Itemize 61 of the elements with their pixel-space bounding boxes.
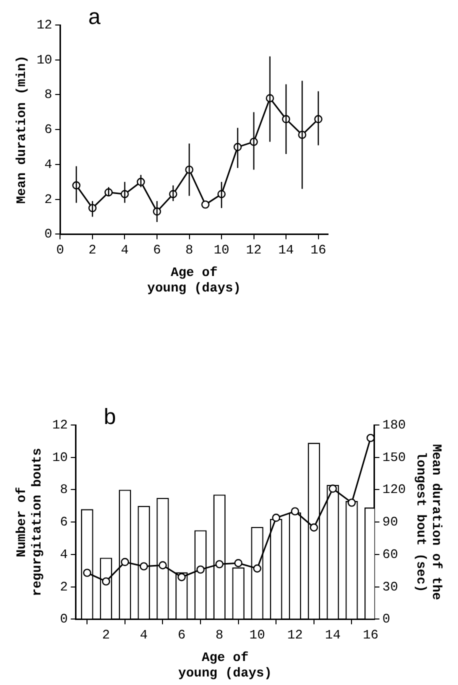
point (140, 562, 148, 570)
x-tick-label: 2 (102, 627, 110, 642)
y2-tick-label: 120 (382, 482, 406, 498)
y-tick-label: 0 (44, 226, 52, 242)
y-tick-label: 12 (52, 417, 68, 432)
x-tick-label: 10 (249, 627, 266, 642)
point (201, 200, 210, 209)
x-tick-label: 8 (216, 627, 224, 642)
y-tick-label: 4 (60, 546, 68, 562)
y-tick-label: 12 (36, 17, 52, 32)
x-tick-label: 6 (178, 627, 186, 642)
y2-tick-label: 30 (382, 579, 398, 594)
x-tick-label: 6 (153, 242, 161, 258)
point (196, 565, 205, 574)
y-tick-label: 6 (60, 514, 68, 530)
x-tick-label: 14 (325, 627, 341, 642)
y2-tick-label: 90 (382, 514, 398, 530)
y2-tick-label: 180 (382, 417, 406, 432)
point (83, 568, 92, 577)
y-tick-label: 0 (60, 612, 68, 627)
y-tick-label: 2 (44, 192, 52, 207)
chart-title: a (88, 4, 102, 30)
y-tick-label: 10 (52, 450, 68, 465)
x-tick-label: 2 (88, 242, 96, 258)
point (215, 560, 224, 568)
y-tick-label: 2 (60, 579, 68, 594)
point (158, 561, 167, 570)
point (366, 434, 374, 442)
x-tick-label: 16 (310, 242, 326, 258)
x-tick-label: 4 (120, 242, 129, 258)
y-axis-title: Number of regurgitation bouts (14, 448, 45, 596)
x-tick-label: 12 (287, 627, 303, 642)
point (310, 523, 318, 532)
point (272, 514, 280, 522)
x-tick-label: 10 (214, 242, 230, 258)
x-tick-label: 16 (362, 627, 378, 642)
point (120, 558, 130, 566)
y-tick-label: 8 (44, 87, 52, 102)
x-axis-title: Age of young (days) (147, 264, 241, 296)
point (348, 498, 356, 507)
point (328, 484, 337, 493)
point (234, 559, 242, 568)
y2-axis-title: Mean duration of the longest bout (sec) (413, 444, 444, 600)
y-axis-title: Mean duration (min) (14, 55, 30, 204)
x-tick-label: 4 (140, 627, 148, 642)
y2-tick-label: 150 (382, 450, 406, 465)
point (253, 564, 262, 573)
y2-tick-label: 0 (382, 612, 390, 627)
y-tick-label: 8 (60, 482, 68, 498)
y-tick-label: 10 (36, 52, 52, 68)
x-tick-label: 14 (278, 242, 294, 258)
chart-title: b (104, 404, 116, 430)
x-tick-label: 8 (185, 242, 194, 258)
point (178, 573, 186, 582)
y-tick-label: 4 (44, 156, 52, 172)
point (290, 507, 300, 516)
y2-tick-label: 60 (382, 546, 398, 562)
y-tick-label: 6 (44, 122, 52, 138)
x-axis-title: Age of young (days) (178, 650, 272, 680)
point (102, 577, 110, 586)
x-tick-label: 12 (246, 242, 262, 258)
